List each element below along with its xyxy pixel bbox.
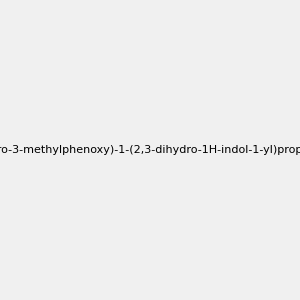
Text: 2-(4-chloro-3-methylphenoxy)-1-(2,3-dihydro-1H-indol-1-yl)propan-1-one: 2-(4-chloro-3-methylphenoxy)-1-(2,3-dihy… bbox=[0, 145, 300, 155]
